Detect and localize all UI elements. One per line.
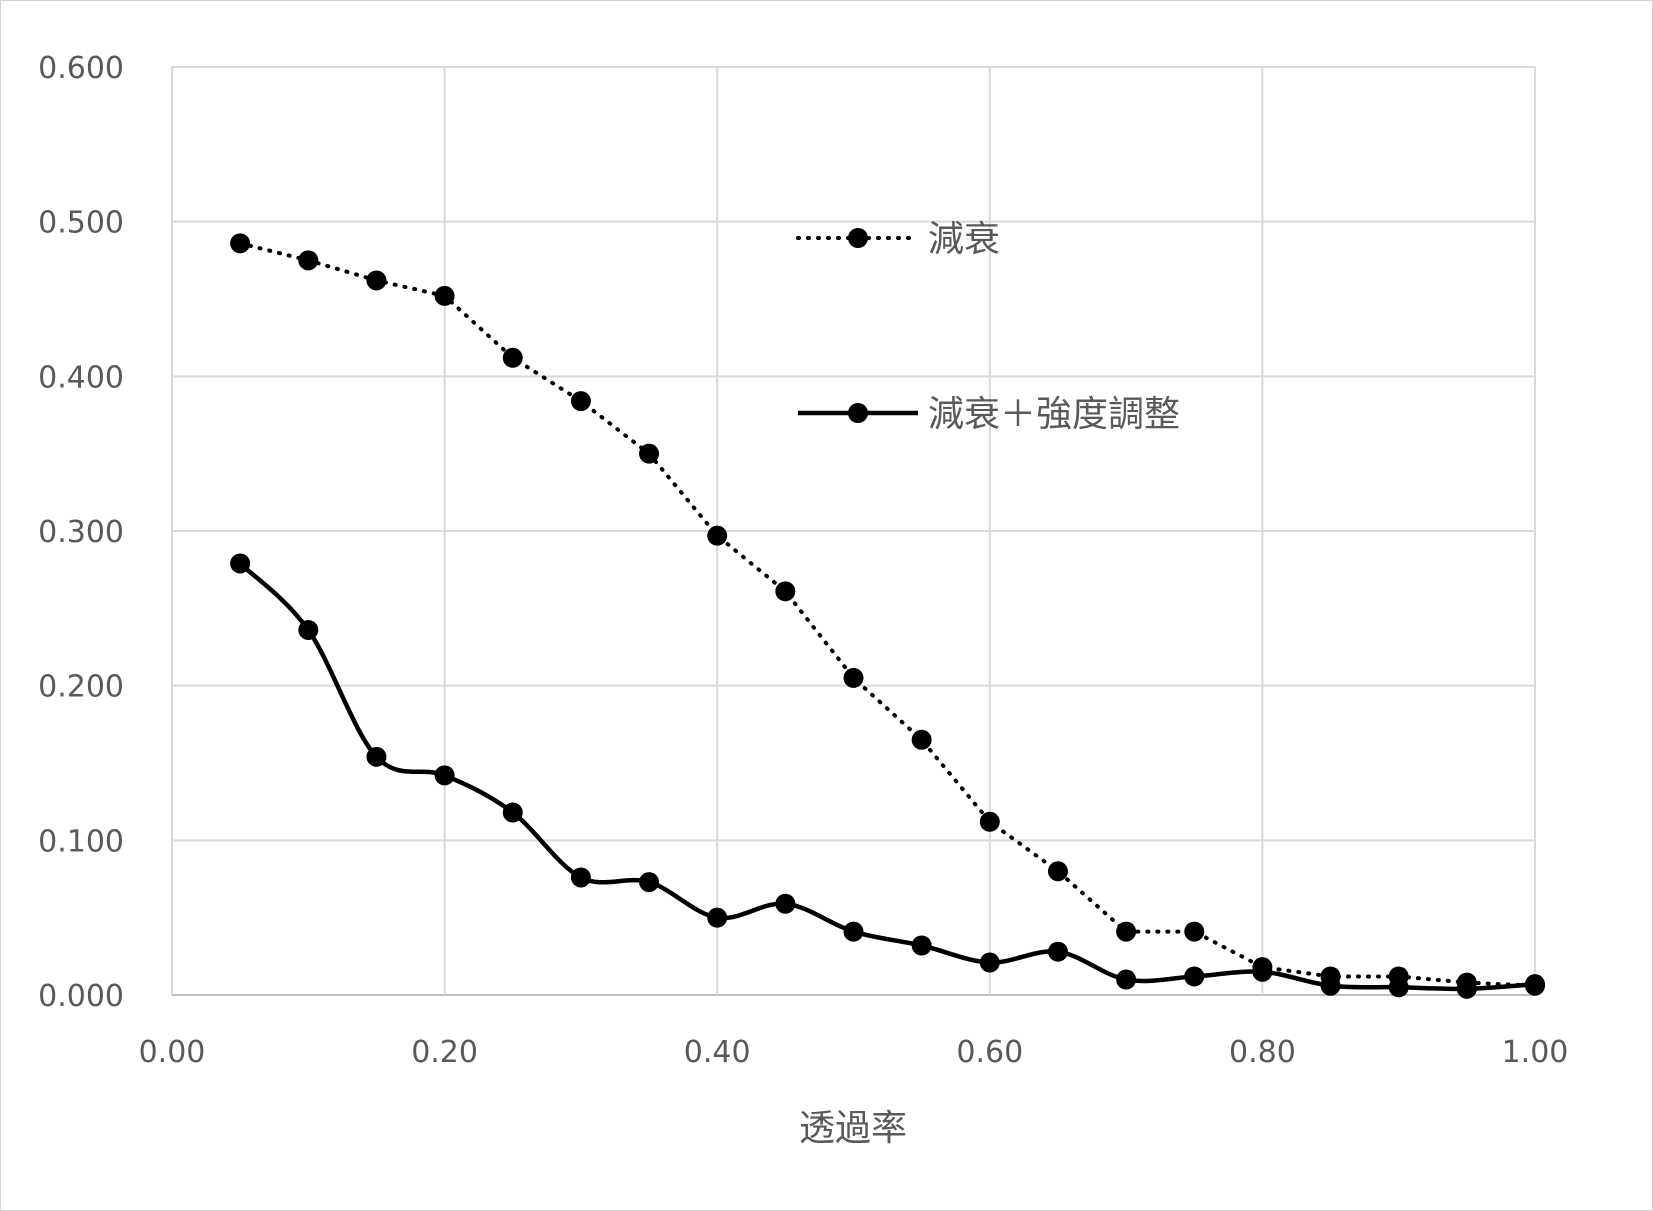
y-tick-label: 0.300 bbox=[38, 515, 124, 550]
x-tick-label: 0.80 bbox=[1229, 1035, 1296, 1070]
data-point bbox=[1184, 921, 1205, 942]
data-point bbox=[775, 893, 796, 914]
data-point bbox=[1320, 975, 1341, 996]
y-tick-label: 0.500 bbox=[38, 206, 124, 241]
legend-label: 減衰 bbox=[928, 219, 1000, 260]
y-tick-label: 0.100 bbox=[38, 824, 124, 859]
x-tick-label: 0.40 bbox=[684, 1035, 751, 1070]
data-point bbox=[843, 667, 864, 688]
x-tick-label: 0.60 bbox=[956, 1035, 1023, 1070]
data-point bbox=[707, 525, 728, 546]
x-axis-title: 透過率 bbox=[799, 1108, 907, 1149]
data-point bbox=[979, 811, 1000, 832]
x-tick-label: 0.00 bbox=[139, 1035, 206, 1070]
data-point bbox=[230, 553, 251, 574]
data-point bbox=[366, 270, 387, 291]
gridlines bbox=[171, 66, 1536, 996]
y-tick-label: 0.200 bbox=[38, 670, 124, 705]
data-point bbox=[843, 921, 864, 942]
y-tick-label: 0.600 bbox=[38, 51, 124, 86]
y-tick-label: 0.000 bbox=[38, 979, 124, 1014]
data-point bbox=[707, 907, 728, 928]
legend-swatch-marker bbox=[848, 228, 868, 248]
data-point bbox=[979, 952, 1000, 973]
data-point bbox=[230, 233, 251, 254]
data-point bbox=[1047, 861, 1068, 882]
data-point bbox=[502, 347, 523, 368]
x-tick-label: 1.00 bbox=[1502, 1035, 1569, 1070]
data-point bbox=[775, 581, 796, 602]
data-point bbox=[434, 285, 455, 306]
legend-entry-0: 減衰 bbox=[796, 219, 1000, 260]
legend-entry-1: 減衰＋強度調整 bbox=[798, 394, 1180, 435]
data-point bbox=[298, 250, 319, 271]
data-point bbox=[911, 729, 932, 750]
legend-label: 減衰＋強度調整 bbox=[928, 394, 1180, 435]
legend-swatch-marker bbox=[848, 403, 868, 423]
data-point bbox=[1525, 974, 1545, 995]
data-point bbox=[434, 765, 455, 786]
series-line-0 bbox=[238, 241, 1537, 988]
data-point bbox=[639, 872, 660, 893]
x-tick-label: 0.20 bbox=[411, 1035, 478, 1070]
data-point bbox=[1388, 977, 1409, 998]
data-point bbox=[366, 746, 387, 767]
data-point bbox=[1184, 966, 1205, 987]
data-point bbox=[502, 802, 523, 823]
data-point bbox=[1252, 961, 1273, 982]
data-point bbox=[1116, 921, 1137, 942]
series-line-1 bbox=[238, 561, 1536, 992]
y-tick-label: 0.400 bbox=[38, 360, 124, 395]
data-point bbox=[639, 443, 660, 464]
data-point bbox=[1047, 941, 1068, 962]
data-point bbox=[1456, 978, 1477, 999]
data-point bbox=[298, 619, 319, 640]
plot-area bbox=[230, 233, 1545, 999]
data-point bbox=[570, 867, 591, 888]
tick-labels: 0.000 0.100 0.200 0.300 0.400 0.500 0.600 0.00 0… bbox=[38, 51, 1568, 1070]
data-point bbox=[911, 935, 932, 956]
data-point bbox=[1116, 969, 1137, 990]
data-point bbox=[570, 391, 591, 412]
